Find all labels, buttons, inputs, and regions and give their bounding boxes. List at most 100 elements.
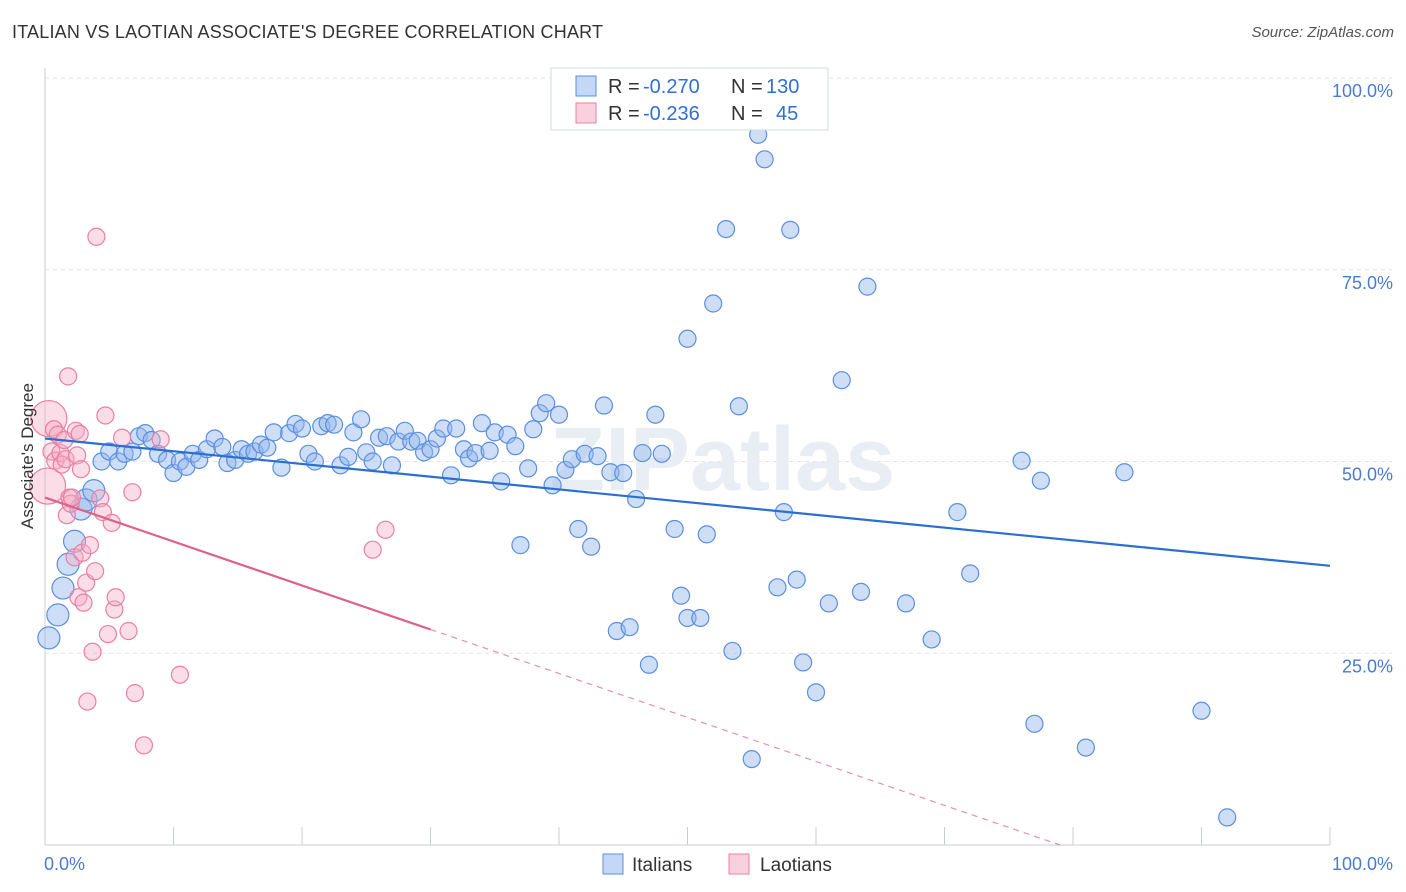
legend-n-label-1: N = — [731, 76, 763, 98]
italians-point — [646, 405, 665, 424]
italians-point — [537, 394, 556, 413]
italians-point — [305, 452, 324, 471]
laotians-point — [69, 588, 88, 607]
italians-point — [851, 582, 871, 601]
italians-point — [318, 414, 337, 433]
italians-point — [556, 460, 575, 480]
legend-r-value-1: -0.270 — [643, 76, 700, 98]
legend-r-value-2: -0.236 — [643, 103, 700, 125]
bottom-legend-swatch-laotians — [728, 853, 750, 875]
legend-n-value-1: 130 — [766, 76, 799, 98]
italians-point — [543, 476, 562, 495]
italians-point — [352, 410, 371, 429]
laotians-point — [68, 446, 87, 465]
italians-trend-line — [44, 437, 1331, 567]
italians-point — [357, 443, 376, 462]
italians-point — [671, 586, 691, 605]
italians-point — [961, 564, 980, 583]
y-tick-label: 75.0% — [1342, 273, 1393, 293]
laotians-point — [56, 450, 75, 469]
laotians-point — [42, 442, 61, 461]
italians-point — [402, 432, 421, 451]
italians-point — [286, 414, 305, 434]
italians-point — [678, 608, 697, 628]
italians-point — [742, 749, 761, 769]
laotians-point — [86, 562, 105, 581]
y-tick-label: 25.0% — [1342, 656, 1393, 676]
legend-swatch-italians — [575, 75, 597, 97]
italians-point — [794, 653, 813, 672]
x-tick-labels: 0.0% 100.0% — [44, 854, 1393, 874]
laotians-point — [376, 520, 395, 539]
italians-point — [46, 603, 70, 627]
italians-point — [427, 429, 447, 448]
italians-point — [787, 570, 806, 589]
italians-point — [264, 423, 283, 442]
laotians-point — [125, 684, 145, 703]
italians-point — [832, 371, 851, 390]
laotians-trend-extension — [430, 628, 1061, 846]
italians-point — [339, 447, 358, 466]
laotians-point — [78, 692, 97, 711]
italians-point — [697, 525, 716, 544]
italians-point — [678, 329, 697, 348]
laotians-point — [87, 227, 106, 246]
italians-point — [1031, 471, 1050, 490]
laotians-point — [57, 506, 76, 525]
laotians-point — [80, 536, 100, 555]
laotians-point — [123, 483, 142, 502]
italians-point — [601, 463, 620, 482]
italians-point — [519, 459, 538, 478]
italians-point — [858, 277, 877, 296]
chart-title: ITALIAN VS LAOTIAN ASSOCIATE'S DEGREE CO… — [12, 22, 604, 42]
italians-point — [325, 415, 344, 434]
laotians-point — [170, 665, 190, 684]
laotians-point — [134, 736, 154, 755]
italians-point — [395, 421, 414, 440]
legend-box: R = -0.270 N = 130 R = -0.236 N = 45 — [550, 67, 829, 131]
italians-point — [716, 219, 736, 239]
italians-point — [524, 420, 543, 439]
italians-point — [582, 537, 601, 556]
italians-point — [258, 438, 277, 457]
legend-swatch-laotians — [575, 102, 597, 124]
laotians-point — [62, 488, 82, 507]
italians-point — [594, 396, 614, 415]
italians-point — [729, 397, 749, 416]
italians-point — [492, 472, 511, 491]
italians-point — [511, 536, 530, 555]
italians-point — [100, 442, 119, 461]
italians-point — [633, 443, 652, 463]
italians-point — [530, 404, 549, 423]
italians-point — [755, 150, 774, 169]
laotians-point — [363, 540, 382, 559]
italians-point — [1115, 463, 1134, 482]
laotians-point — [73, 543, 92, 562]
italians-point — [377, 427, 396, 446]
italians-point — [626, 489, 646, 509]
italians-point — [806, 683, 826, 702]
y-axis-title: Associate's Degree — [18, 383, 37, 529]
italians-point — [480, 441, 499, 460]
italians-point — [781, 220, 800, 239]
italians-point — [454, 440, 474, 459]
italians-point — [620, 618, 639, 637]
laotians-point — [70, 424, 89, 443]
legend-n-value-2: 45 — [776, 103, 798, 125]
laotians-point — [28, 467, 67, 505]
italians-point — [768, 578, 787, 597]
laotians-point — [91, 489, 110, 508]
italians-point — [1025, 714, 1044, 733]
legend-r-label-1: R = — [608, 76, 640, 98]
italians-point — [389, 432, 408, 451]
laotians-point — [71, 460, 91, 479]
bottom-legend-label-italians: Italians — [632, 855, 692, 876]
laotians-point — [59, 367, 78, 386]
bottom-legend-swatch-italians — [602, 853, 624, 875]
italians-point — [292, 419, 312, 438]
italians-point — [691, 608, 710, 628]
italians-point — [549, 405, 569, 424]
italians-point — [51, 576, 75, 600]
y-tick-label: 50.0% — [1342, 465, 1393, 485]
